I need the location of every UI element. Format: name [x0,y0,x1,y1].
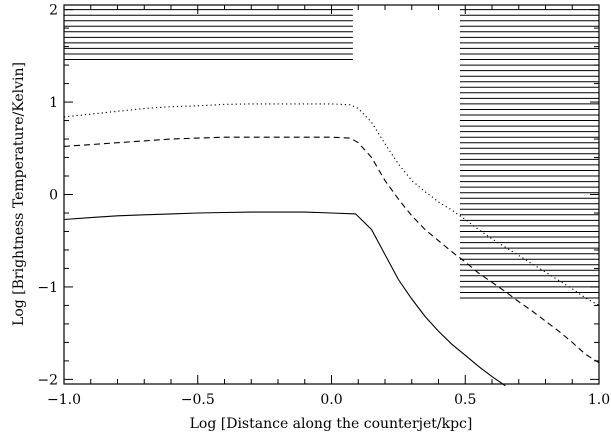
hatched-region-1 [64,9,353,60]
x-tick-label: −1.0 [47,392,81,408]
y-tick-label: −2 [37,372,58,388]
plot-frame [63,4,600,385]
axis-ticks: −1.0 −0.5 0.0 0.5 1.0 −2 −1 0 1 2 [37,3,610,408]
x-tick-label: −0.5 [181,392,215,408]
series-line-solid [63,211,506,387]
y-tick-label: 2 [49,3,58,19]
series-line-dotted [63,103,600,306]
y-tick-label: 1 [49,95,58,111]
x-tick-label: 0.5 [454,392,476,408]
x-tick-label: 0.0 [320,392,342,408]
y-tick-label: 0 [49,188,58,204]
series-layer [63,103,600,387]
series-line-dashed [63,136,600,364]
hatched-region-2 [459,9,599,299]
y-axis-title: Log [Brightness Temperature/Kelvin] [11,62,27,326]
y-tick-label: −1 [37,280,58,296]
hatched-regions [64,9,599,299]
x-tick-label: 1.0 [588,392,610,408]
x-axis-title: Log [Distance along the counterjet/kpc] [190,416,473,432]
